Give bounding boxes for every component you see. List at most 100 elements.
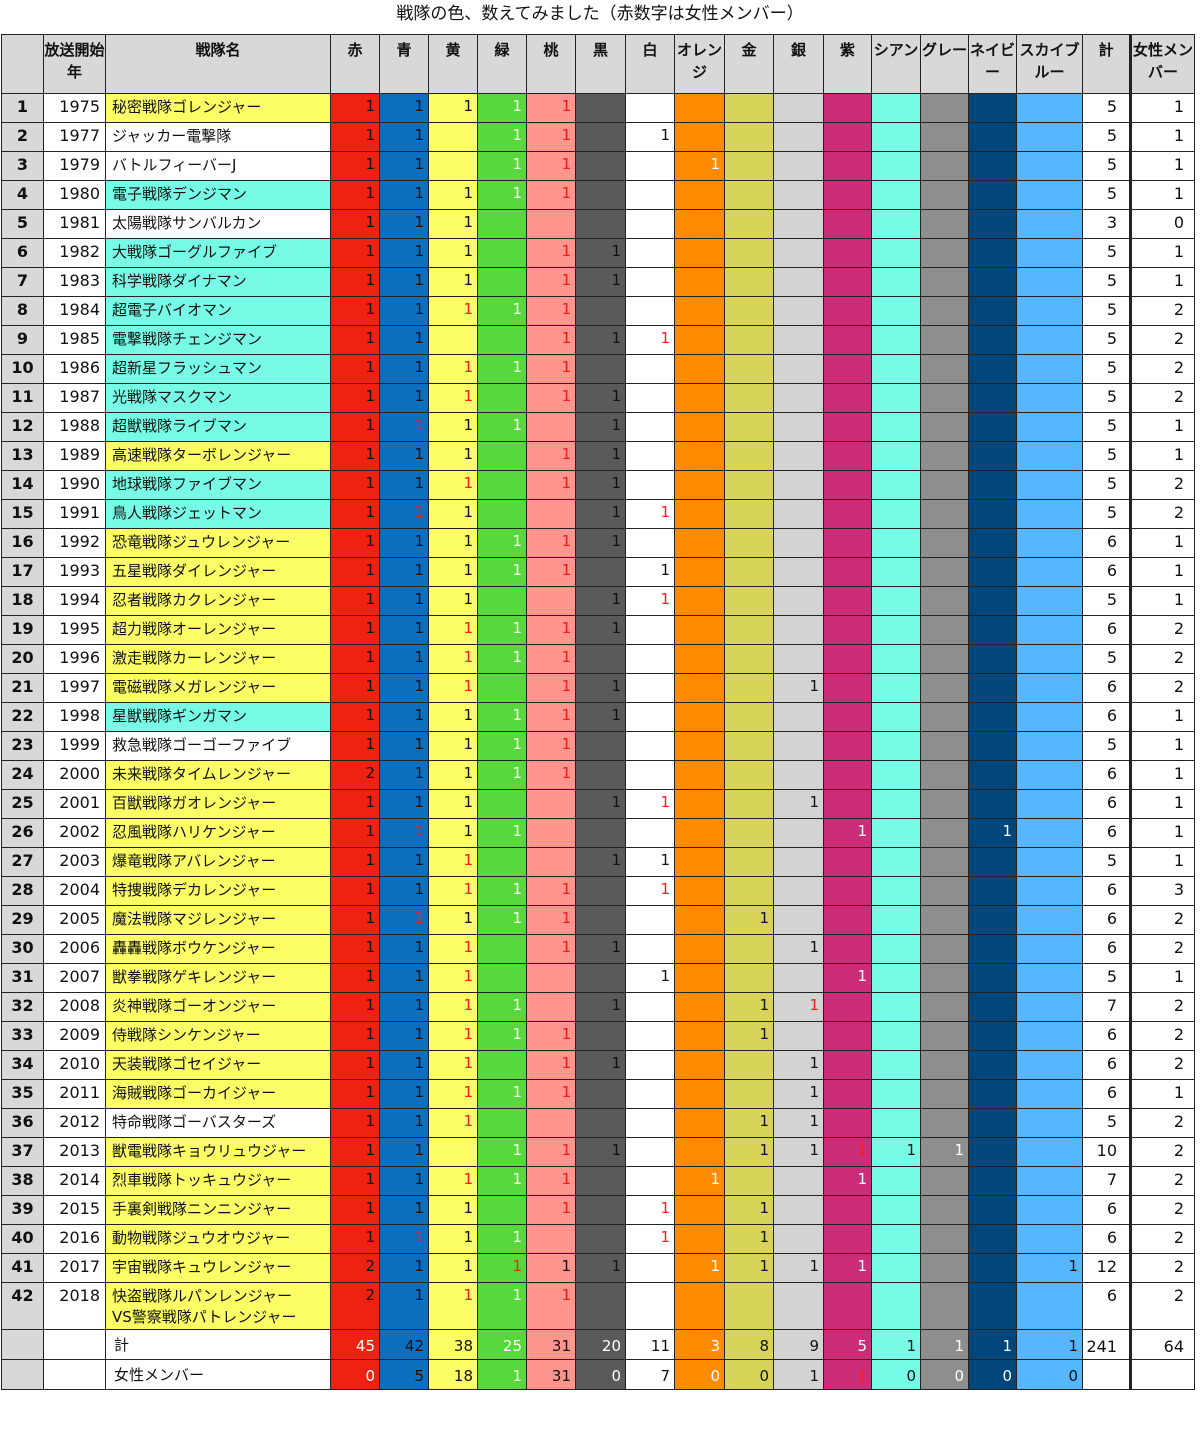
color-count-cell: 1 [330,586,380,616]
column-header: 戦隊名 [105,34,331,94]
color-count-cell [823,412,872,442]
female-count: 1 [561,764,571,782]
color-count-cell [674,557,725,587]
color-count-cell: 1 [379,760,429,790]
color-count-cell [773,1166,824,1196]
color-count-cell [674,702,725,732]
member-count: 1 [365,329,375,347]
member-count: 1 [365,851,375,869]
color-count-cell [773,905,824,935]
series-name-line: 特命戦隊ゴーバスターズ [112,1113,277,1131]
row-total: 6 [1082,818,1131,848]
summary-value: 0 [1068,1367,1078,1385]
female-count: 1 [809,996,819,1014]
color-count-cell: 1 [773,1050,824,1080]
color-count-cell [773,354,824,384]
color-count-cell [871,441,921,471]
member-count: 1 [365,1054,375,1072]
table-row: 4 1980 電子戦隊デンジマン 1 1 1 1 1 5 1 [1,180,1195,210]
color-count-cell [477,1108,527,1138]
color-count-cell: 1 [477,731,527,761]
member-count: 1 [414,996,424,1014]
color-count-cell [823,267,872,297]
color-count-cell: 1 [724,1108,774,1138]
member-count: 1 [414,358,424,376]
color-count-cell [968,441,1017,471]
column-header: 放送開始年 [43,34,106,94]
color-count-cell [823,644,872,674]
row-number: 28 [1,876,44,906]
table-row: 13 1989 高速戦隊ターボレンジャー 1 1 1 1 1 5 1 [1,441,1195,471]
women-count: 2 [1129,644,1195,674]
color-count-cell: 1 [330,441,380,471]
row-number: 12 [1,412,44,442]
row-number: 11 [1,383,44,413]
color-count-cell: 1 [477,760,527,790]
summary-value: 9 [809,1337,819,1355]
female-count: 1 [561,619,571,637]
color-count-cell: 1 [526,905,576,935]
row-number: 32 [1,992,44,1022]
broadcast-year: 1988 [43,412,106,442]
color-count-cell [968,209,1017,239]
color-count-cell [920,499,969,529]
women-count: 2 [1129,1224,1195,1254]
color-count-cell [477,934,527,964]
table-row: 3 1979 バトルフィーバーJ 1 1 1 1 1 5 1 [1,151,1195,181]
color-count-cell [823,992,872,1022]
table-row: 10 1986 超新星フラッシュマン 1 1 1 1 1 5 2 [1,354,1195,384]
color-count-cell: 1 [823,1137,872,1167]
color-count-cell: 1 [526,441,576,471]
color-count-cell [625,673,675,703]
female-count: 1 [463,677,473,695]
color-count-cell [674,180,725,210]
color-count-cell [1016,122,1083,152]
color-count-cell [674,1195,725,1225]
women-count: 2 [1129,470,1195,500]
color-count-cell [920,267,969,297]
series-name: 轟轟戦隊ボウケンジャー [105,934,331,964]
series-name: 炎神戦隊ゴーオンジャー [105,992,331,1022]
women-count: 1 [1129,760,1195,790]
series-name-line: 救急戦隊ゴーゴーファイブ [112,736,292,754]
color-count-cell: 1 [379,267,429,297]
member-count: 1 [365,677,375,695]
color-count-cell [625,528,675,558]
color-count-cell [920,1282,969,1330]
color-count-cell [920,238,969,268]
color-count-cell [575,876,626,906]
series-name: 爆竜戦隊アバレンジャー [105,847,331,877]
column-header: 緑 [477,34,527,94]
member-count: 1 [463,503,473,521]
color-count-cell [823,731,872,761]
member-count: 1 [857,1170,867,1188]
color-count-cell [575,905,626,935]
color-count-cell [920,1224,969,1254]
female-count: 1 [561,1025,571,1043]
broadcast-year: 2001 [43,789,106,819]
color-count-cell: 1 [526,470,576,500]
color-count-cell: 1 [379,296,429,326]
women-count: 1 [1129,818,1195,848]
member-count: 1 [463,271,473,289]
broadcast-year: 1979 [43,151,106,181]
member-count: 1 [414,1141,424,1159]
color-count-cell [823,557,872,587]
color-count-cell: 1 [724,992,774,1022]
broadcast-year: 1995 [43,615,106,645]
female-count: 1 [660,1228,670,1246]
member-count: 2 [365,1257,375,1275]
female-count: 1 [660,503,670,521]
color-count-cell: 1 [575,267,626,297]
row-total: 5 [1082,383,1131,413]
color-count-cell: 1 [428,673,478,703]
women-count: 2 [1129,354,1195,384]
color-count-cell: 1 [379,789,429,819]
female-totals-row: 女性メンバー 0 5 18 1 31 0 7 0 0 1 1 0 0 0 0 [1,1359,1195,1390]
women-count: 2 [1129,1050,1195,1080]
color-count-cell [773,818,824,848]
member-count: 1 [809,1112,819,1130]
color-count-cell: 1 [379,412,429,442]
summary-value: 1 [906,1337,916,1355]
member-count: 1 [611,329,621,347]
